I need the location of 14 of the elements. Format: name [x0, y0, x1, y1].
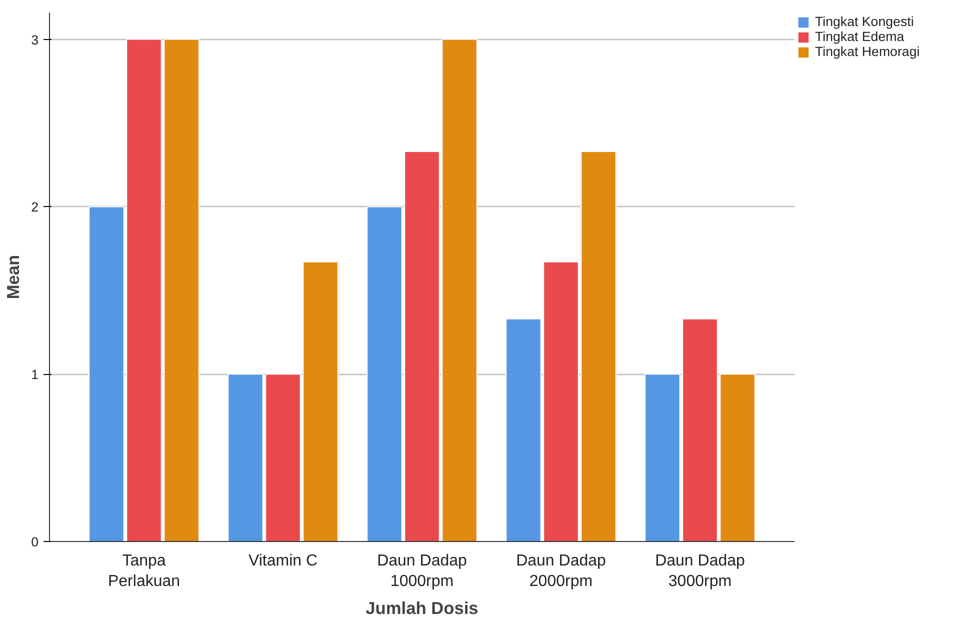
y-axis-title: Mean: [3, 254, 24, 300]
x-tick-label: Daun Dadap 3000rpm: [655, 552, 746, 590]
x-axis-title: Jumlah Dosis: [366, 598, 478, 618]
legend-label: Tingkat Hemoragi: [815, 44, 920, 59]
x-tick-label: Tanpa Perlakuan: [108, 552, 180, 590]
x-tick-label: Daun Dadap 1000rpm: [377, 552, 468, 590]
legend-label: Tingkat Edema: [815, 29, 904, 44]
legend-label: Tingkat Kongesti: [815, 14, 914, 29]
x-tick-label: Daun Dadap 2000rpm: [516, 552, 606, 590]
y-tick-label: 3: [31, 32, 39, 48]
y-tick-label: 1: [31, 367, 39, 382]
y-tick-label: 0: [31, 534, 39, 550]
y-tick-label: 2: [31, 200, 39, 215]
x-tick-label: Vitamin C: [248, 552, 318, 570]
